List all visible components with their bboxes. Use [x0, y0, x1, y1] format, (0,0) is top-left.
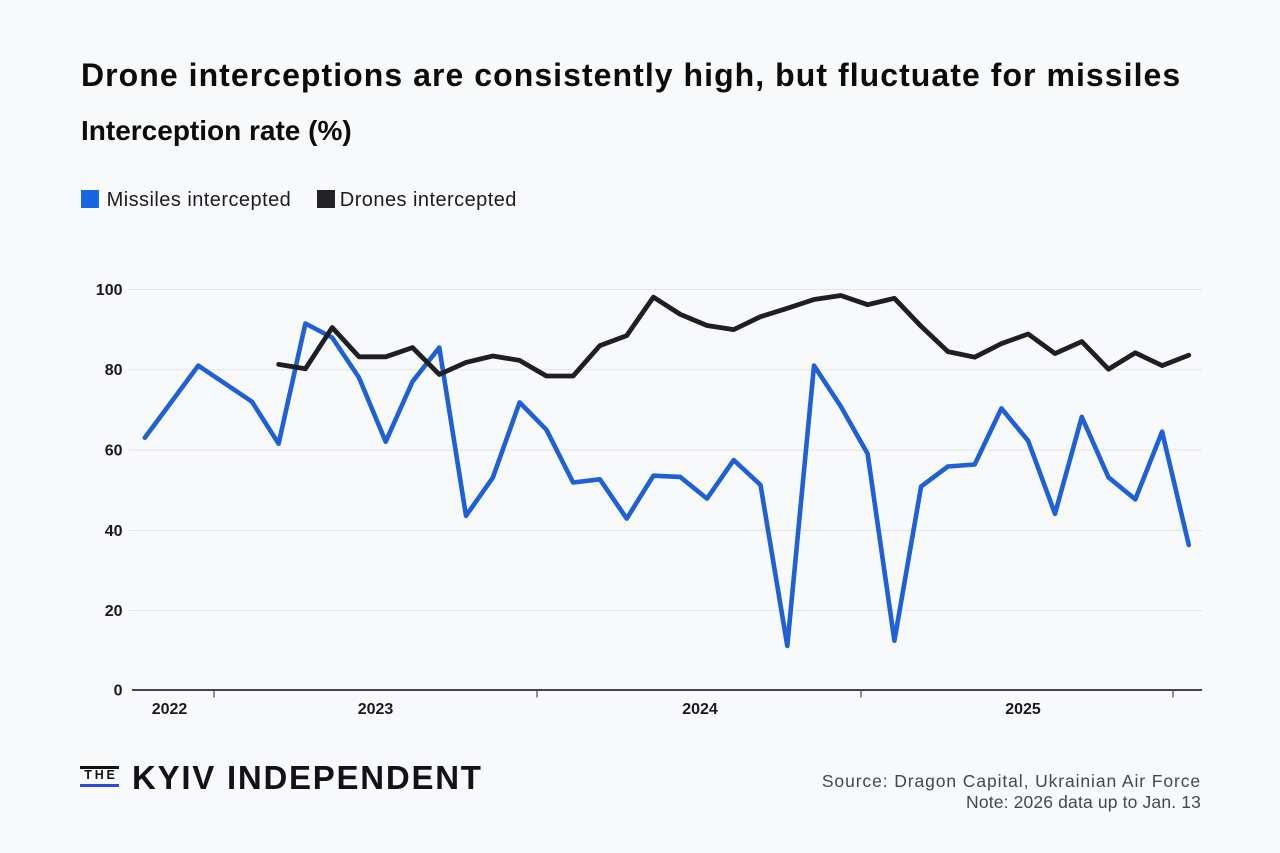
- svg-text:60: 60: [105, 442, 123, 459]
- svg-text:100: 100: [96, 282, 123, 299]
- svg-text:80: 80: [105, 362, 123, 379]
- svg-text:0: 0: [114, 682, 123, 699]
- svg-text:2022: 2022: [152, 701, 188, 718]
- svg-text:2023: 2023: [358, 701, 394, 718]
- svg-text:20: 20: [105, 603, 123, 620]
- svg-text:2025: 2025: [1005, 701, 1041, 718]
- svg-text:40: 40: [105, 523, 123, 540]
- svg-text:2024: 2024: [682, 701, 718, 718]
